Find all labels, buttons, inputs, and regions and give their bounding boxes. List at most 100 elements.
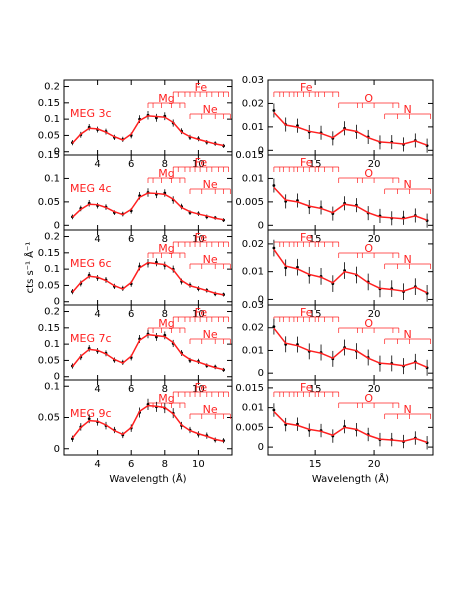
line-id-label: Mg xyxy=(158,92,174,105)
y-tick-label: 0.005 xyxy=(235,197,264,208)
y-tick-label: 0.01 xyxy=(242,122,264,133)
x-tick-label: 8 xyxy=(162,234,168,245)
line-id-label: Ne xyxy=(203,253,218,266)
x-tick-label: 4 xyxy=(94,459,100,470)
data-point xyxy=(272,246,276,250)
y-tick-label: 0.2 xyxy=(44,307,60,318)
y-tick-label: 0 xyxy=(258,368,264,379)
y-tick-label: 0.1 xyxy=(44,339,60,350)
line-id-label: Ne xyxy=(203,403,218,416)
line-id-label: O xyxy=(364,392,373,405)
y-tick-label: 0 xyxy=(54,297,60,308)
line-id-label: O xyxy=(364,167,373,180)
y-tick-label: 0 xyxy=(258,220,264,231)
x-tick-label: 6 xyxy=(128,234,134,245)
model-line xyxy=(71,404,224,442)
x-tick-label: 8 xyxy=(162,459,168,470)
line-id-label: Mg xyxy=(158,167,174,180)
y-tick-label: 0.005 xyxy=(235,422,264,433)
panel-frame xyxy=(267,304,434,381)
y-tick-label: 0 xyxy=(54,444,60,455)
panel-label: MEG 9c xyxy=(70,407,112,420)
line-id-label: O xyxy=(364,242,373,255)
y-tick-label: 0.01 xyxy=(242,403,264,414)
line-id-label: Ne xyxy=(203,103,218,116)
y-tick-label: 0.02 xyxy=(242,98,264,109)
data-point xyxy=(272,325,276,328)
x-tick-label: 15 xyxy=(309,384,322,395)
x-tick-label: 8 xyxy=(162,384,168,395)
panel-frame xyxy=(267,79,434,156)
model-line xyxy=(273,411,428,444)
line-id-label: N xyxy=(404,178,412,191)
y-tick-label: 0.1 xyxy=(44,114,60,125)
x-tick-label: 6 xyxy=(128,309,134,320)
model-line xyxy=(273,186,428,221)
y-tick-label: 0.05 xyxy=(38,130,60,141)
y-axis-label: cts s⁻¹ Å⁻¹ xyxy=(23,242,36,294)
y-tick-label: 0 xyxy=(258,294,264,305)
panel-frame xyxy=(267,379,434,456)
data-point xyxy=(284,266,288,270)
line-id-label: Fe xyxy=(195,231,208,244)
line-id-label: Ne xyxy=(203,178,218,191)
y-tick-label: 0.1 xyxy=(44,264,60,275)
y-tick-label: 0.02 xyxy=(242,323,264,334)
y-tick-label: 0.05 xyxy=(38,197,60,208)
line-id-label: N xyxy=(404,328,412,341)
panel-label: MEG 6c xyxy=(70,257,112,270)
x-tick-label: 20 xyxy=(368,459,381,470)
data-point xyxy=(272,184,276,187)
y-tick-label: 0.03 xyxy=(242,75,264,86)
data-point xyxy=(272,408,276,412)
model-line xyxy=(273,249,428,294)
x-tick-label: 10 xyxy=(192,159,205,170)
x-tick-label: 10 xyxy=(192,384,205,395)
y-tick-label: 0 xyxy=(258,442,264,453)
y-tick-label: 0.05 xyxy=(38,280,60,291)
x-tick-label: 4 xyxy=(94,384,100,395)
line-id-label: O xyxy=(364,92,373,105)
model-line xyxy=(71,261,224,296)
x-tick-label: 20 xyxy=(368,309,381,320)
line-id-label: N xyxy=(404,253,412,266)
line-id-label: Fe xyxy=(300,306,313,319)
model-line xyxy=(71,333,224,371)
x-tick-label: 10 xyxy=(192,459,205,470)
line-id-label: Fe xyxy=(300,156,313,169)
x-tick-label: 4 xyxy=(94,159,100,170)
y-tick-label: 0.015 xyxy=(235,150,264,161)
y-tick-label: 0.2 xyxy=(44,82,60,93)
x-tick-label: 15 xyxy=(309,159,322,170)
line-id-label: N xyxy=(404,403,412,416)
x-tick-label: 20 xyxy=(368,159,381,170)
x-tick-label: 15 xyxy=(309,459,322,470)
y-tick-label: 0.05 xyxy=(38,413,60,424)
y-tick-label: 0.01 xyxy=(242,345,264,356)
line-id-label: Fe xyxy=(300,381,313,394)
model-line xyxy=(273,111,428,146)
line-id-label: Fe xyxy=(195,381,208,394)
x-axis-label: Wavelength (Å) xyxy=(312,472,389,485)
model-line xyxy=(71,115,224,147)
y-tick-label: 0.01 xyxy=(242,173,264,184)
line-id-label: Mg xyxy=(158,242,174,255)
line-id-label: Mg xyxy=(158,317,174,330)
y-tick-label: 0 xyxy=(54,372,60,383)
model-line xyxy=(71,192,224,221)
y-tick-label: 0.1 xyxy=(44,173,60,184)
x-axis-label: Wavelength (Å) xyxy=(109,472,186,485)
line-id-label: Fe xyxy=(300,81,313,94)
line-id-label: Fe xyxy=(195,81,208,94)
y-tick-label: 0.15 xyxy=(38,248,60,259)
data-point xyxy=(87,417,91,421)
y-tick-label: 0 xyxy=(54,147,60,158)
model-line xyxy=(273,327,428,368)
x-tick-label: 10 xyxy=(192,309,205,320)
y-tick-label: 0.02 xyxy=(242,239,264,250)
data-point xyxy=(296,265,299,269)
y-tick-label: 0.15 xyxy=(38,150,60,161)
x-tick-label: 8 xyxy=(162,159,168,170)
